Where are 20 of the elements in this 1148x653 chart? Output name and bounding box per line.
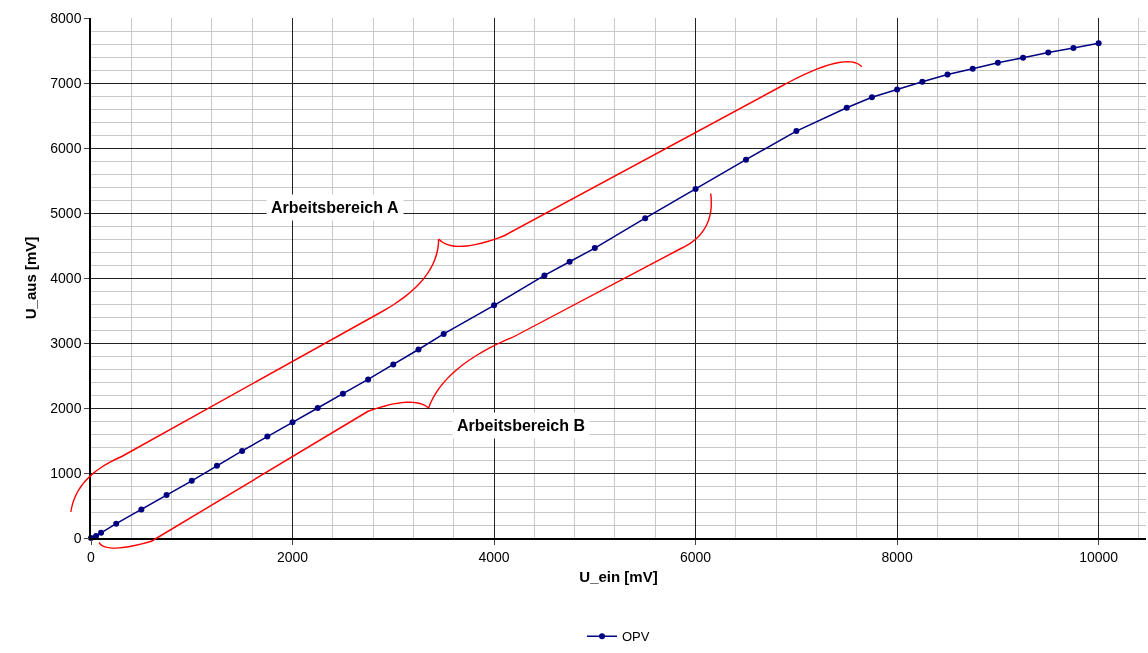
y-tick-label: 7000 (50, 74, 82, 91)
y-tick-label: 6000 (50, 139, 82, 156)
x-tick-label: 2000 (276, 548, 309, 565)
x-tick-label: 10000 (1079, 548, 1119, 565)
y-tick-label: 0 (73, 529, 82, 546)
legend-label: OPV (622, 629, 650, 645)
annotation: Arbeitsbereich B (457, 417, 586, 434)
annotation: Arbeitsbereich A (271, 199, 399, 216)
y-tick-label: 8000 (50, 9, 82, 26)
x-tick-label: 8000 (881, 548, 913, 565)
y-tick-label: 4000 (50, 269, 82, 286)
x-axis-title: U_ein [mV] (579, 568, 658, 586)
y-tick-label: 2000 (50, 399, 82, 416)
y-tick-label: 3000 (50, 334, 82, 351)
y-tick-label: 1000 (50, 464, 82, 481)
x-tick-label: 4000 (478, 548, 510, 565)
x-tick-label: 0 (87, 548, 96, 565)
y-tick-label: 5000 (50, 204, 82, 221)
y-axis-title: U_aus [mV] (22, 236, 40, 320)
x-tick-label: 6000 (680, 548, 712, 565)
